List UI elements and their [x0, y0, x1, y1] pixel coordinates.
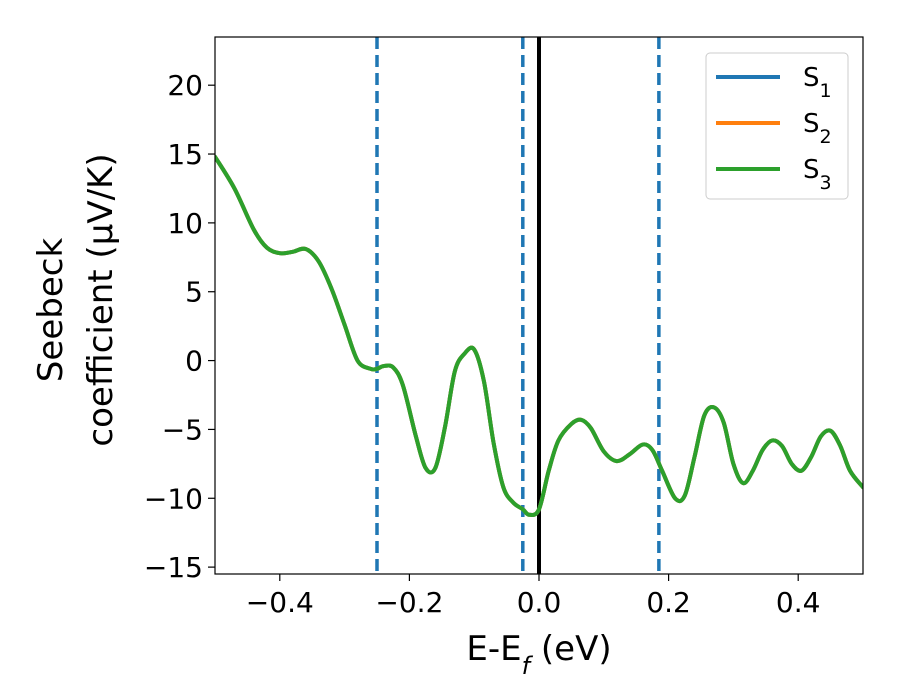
- y-tick-label: 15: [167, 138, 203, 171]
- y-tick-label: −5: [162, 413, 203, 446]
- x-tick-label: 0.2: [646, 586, 691, 619]
- legend-box: [705, 52, 849, 200]
- y-tick-label: 0: [185, 345, 203, 378]
- x-tick-label: 0.0: [517, 586, 562, 619]
- y-axis-label-line2: coefficient (μV/K): [81, 153, 121, 446]
- vertical-lines: [375, 37, 661, 574]
- y-tick-label: −15: [144, 551, 203, 584]
- series-lines: [215, 154, 863, 517]
- y-tick-label: 20: [167, 69, 203, 102]
- y-tick-label: 10: [167, 207, 203, 240]
- legend-label-s1: S1: [803, 63, 832, 102]
- y-axis-label: Seebeck coefficient (μV/K): [31, 153, 121, 446]
- y-axis-ticks: −15 −10 −5 0 5 10 15 20: [144, 69, 215, 584]
- x-tick-label: −0.4: [246, 586, 314, 619]
- x-axis-ticks: −0.4 −0.2 0.0 0.2 0.4: [246, 574, 821, 619]
- legend-label-s3: S3: [803, 155, 832, 194]
- series-line-s3: [215, 154, 863, 517]
- y-axis-label-line1: Seebeck: [31, 238, 71, 383]
- legend: S1 S2 S3: [705, 52, 849, 200]
- y-tick-label: −10: [144, 482, 203, 515]
- x-tick-label: 0.4: [776, 586, 821, 619]
- x-axis-label: E-Ef (eV): [466, 629, 611, 680]
- x-tick-label: −0.2: [375, 586, 443, 619]
- y-tick-label: 5: [185, 276, 203, 309]
- legend-label-s2: S2: [803, 109, 832, 148]
